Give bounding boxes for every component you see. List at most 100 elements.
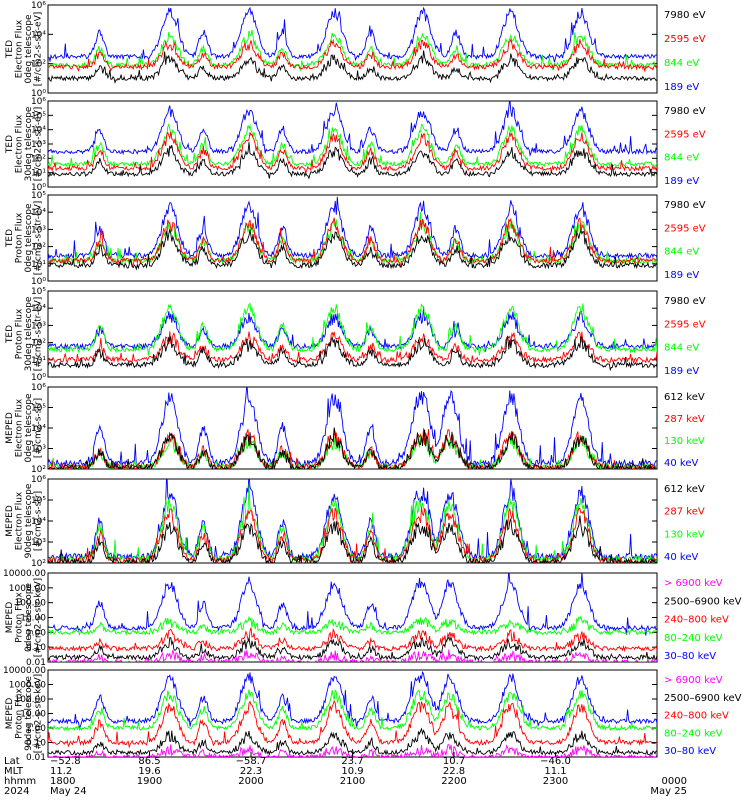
legend-red: 2595 eV xyxy=(664,223,706,234)
series-line-blue xyxy=(48,196,657,264)
series-line-blue xyxy=(48,101,657,157)
legend-black: 2500–6900 keV xyxy=(664,596,742,607)
legend-blue: 189 eV xyxy=(664,82,699,93)
footer-hhmm: 2300 xyxy=(543,776,568,787)
series-line-magenta xyxy=(48,649,657,662)
legend-red: 2595 eV xyxy=(664,319,706,330)
y-axis-label-line: [#/cm2-s-str] xyxy=(34,491,44,551)
series-line-red xyxy=(48,38,657,72)
series-line-red xyxy=(48,331,657,365)
y-axis-label-line: 0deg telescope xyxy=(24,583,34,653)
series-line-red xyxy=(48,131,657,175)
series-line-green xyxy=(48,689,657,732)
series-line-blue xyxy=(48,6,657,63)
y-tick-label: 10⁵ xyxy=(31,496,46,506)
footer-mlt: 19.6 xyxy=(138,766,160,777)
footer-row-label: MLT xyxy=(4,766,24,777)
series-line-green xyxy=(48,123,657,168)
y-axis-label-line: TED xyxy=(5,325,15,344)
y-axis-label: MEPED Electron Flux 0deg telescope [#/cm2-s… xyxy=(5,393,44,463)
y-axis-label: MEPED Proton Flux 0deg telescope [#/cm2-s-s… xyxy=(5,578,44,657)
y-tick-label: 10¹ xyxy=(31,356,46,366)
y-axis-label-line: [#/cm2-s-str-eV] xyxy=(34,201,44,276)
legend-red: 240–800 keV xyxy=(664,711,729,722)
series-line-blue xyxy=(48,479,657,563)
y-axis-label-line: [#/cm2-s-str-keV] xyxy=(34,578,44,657)
y-tick-label: 10⁵ xyxy=(31,404,46,414)
panel-4: 10⁵ 10⁴ 10³ 10² 10¹ 10⁰ TED Proton Flux 30deg te… xyxy=(5,287,706,383)
y-axis-label-line: 30deg telescope xyxy=(24,106,34,181)
y-tick-label: 10³ xyxy=(31,445,46,455)
series-line-black xyxy=(48,50,657,85)
footer-hhmm: 2000 xyxy=(238,776,263,787)
y-tick-label: 10³ xyxy=(31,321,46,331)
series-line-red xyxy=(48,507,657,563)
y-tick-label: 0.01 xyxy=(26,658,46,668)
y-axis-label-line: Proton Flux xyxy=(15,592,25,643)
y-tick-label: 10⁰ xyxy=(31,89,46,99)
y-tick-label: 0.01 xyxy=(26,753,46,763)
y-tick-label: 10³ xyxy=(31,140,46,150)
y-axis-label-line: 0deg telescope xyxy=(24,203,34,273)
y-tick-label: 10² xyxy=(31,243,46,253)
footer-row-label: hhmm xyxy=(4,776,36,787)
y-tick-label: 10² xyxy=(31,559,46,569)
legend-blue: 30–80 keV xyxy=(664,651,716,662)
legend-blue: 40 keV xyxy=(664,458,698,469)
panel-frame xyxy=(47,4,658,94)
y-axis-label-line: MEPED xyxy=(5,698,15,730)
legend-red: 2595 eV xyxy=(664,34,706,45)
y-axis-label: TED Proton Flux 0deg telescope [#/cm2-s-str… xyxy=(5,201,44,276)
footer-date: May 25 xyxy=(650,786,687,797)
y-tick-label: 1000.00 xyxy=(9,584,46,594)
y-tick-label: 10⁵ xyxy=(31,111,46,121)
y-axis-label-line: 0deg telescope xyxy=(24,393,34,463)
footer-hhmm: 2100 xyxy=(340,776,365,787)
y-tick-label: 10² xyxy=(31,154,46,164)
y-tick-label: 10⁴ xyxy=(31,126,46,136)
legend-green: 844 eV xyxy=(664,247,699,258)
legend-green: 80–240 keV xyxy=(664,633,723,644)
y-axis-label-line: MEPED xyxy=(5,412,15,444)
y-tick-label: 10³ xyxy=(31,225,46,235)
series-line-black xyxy=(48,142,657,180)
legend-black: 612 keV xyxy=(664,484,705,495)
y-axis-label: TED Electron Flux 30deg telescope [#/cm2-s-… xyxy=(5,106,44,181)
y-tick-label: 10³ xyxy=(31,538,46,548)
footer-lat: 86.5 xyxy=(138,756,160,767)
y-axis-label-line: Proton Flux xyxy=(15,688,25,739)
y-tick-label: 10⁴ xyxy=(31,30,46,40)
panel-frame xyxy=(47,290,658,378)
panel-8: 10000.001000.00100.0010.001.000.100.01ME… xyxy=(3,666,742,763)
y-tick-label: 10.00 xyxy=(20,710,46,720)
y-tick-label: 10⁶ xyxy=(31,97,46,107)
y-tick-label: 10⁶ xyxy=(31,1,46,11)
y-tick-label: 10² xyxy=(31,339,46,349)
y-tick-label: 100.00 xyxy=(15,599,47,609)
y-tick-label: 10⁵ xyxy=(31,287,46,297)
y-axis-label: TED Proton Flux 30deg telescope [#/cm2-s-st… xyxy=(5,296,44,371)
legend-green: 844 eV xyxy=(664,343,699,354)
series-line-red xyxy=(48,699,657,749)
legend-red: 287 keV xyxy=(664,414,705,425)
y-axis-label-line: Proton Flux xyxy=(15,212,25,263)
legend-black: 2500–6900 keV xyxy=(664,693,742,704)
y-tick-label: 1.00 xyxy=(26,628,46,638)
footer-lat: −52.8 xyxy=(50,756,81,767)
legend-red: 2595 eV xyxy=(664,129,706,140)
y-tick-label: 10¹ xyxy=(31,260,46,270)
y-tick-label: 0.10 xyxy=(26,739,46,749)
y-axis-label-line: MEPED xyxy=(5,602,15,634)
footer-mlt: 22.8 xyxy=(443,766,465,777)
footer-hhmm: 2200 xyxy=(441,776,466,787)
series-line-blue xyxy=(48,387,657,469)
y-tick-label: 0.10 xyxy=(26,643,46,653)
y-axis-label: MEPED Electron Flux 90deg telescope [#/cm2-… xyxy=(5,483,44,558)
legend-blue: 189 eV xyxy=(664,176,699,187)
footer-mlt: 22.3 xyxy=(240,766,262,777)
legend-blue: 30–80 keV xyxy=(664,746,716,757)
y-axis-label: TED Electron Flux 0deg telescope [#/cm2-s-s… xyxy=(5,12,44,87)
y-tick-label: 10⁴ xyxy=(31,517,46,527)
y-axis-label-line: TED xyxy=(5,135,15,154)
